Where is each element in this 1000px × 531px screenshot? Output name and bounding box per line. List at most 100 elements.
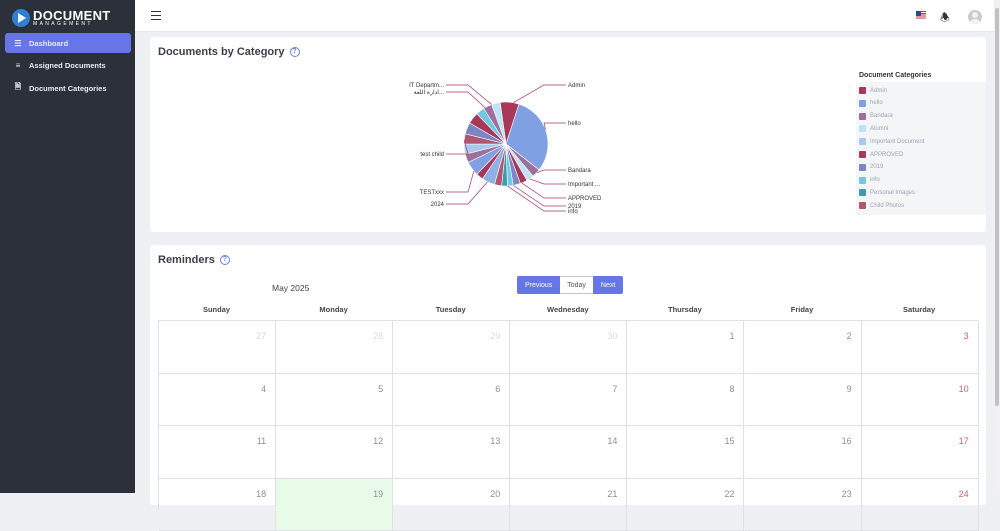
sidebar-item-document-categories[interactable]: 🗎 Document Categories: [5, 78, 131, 98]
calendar-day-cell[interactable]: 7: [510, 374, 627, 427]
calendar-day-number: 3: [964, 331, 969, 341]
calendar-day-cell[interactable]: 11: [159, 426, 276, 479]
calendar-day-number: 10: [959, 384, 969, 394]
legend-item[interactable]: info: [859, 176, 880, 185]
calendar-day-cell[interactable]: 18: [159, 479, 276, 531]
calendar-day-number: 19: [373, 489, 383, 499]
calendar-day-cell[interactable]: 4: [159, 374, 276, 427]
avatar[interactable]: [968, 10, 982, 24]
calendar-day-number: 9: [847, 384, 852, 394]
pie-leader-line: [446, 85, 492, 105]
calendar-day-number: 13: [490, 436, 500, 446]
next-button[interactable]: Next: [593, 276, 623, 294]
calendar-day-cell[interactable]: 28: [276, 321, 393, 374]
logo-subtitle: MANAGEMENT: [33, 21, 93, 27]
calendar-day-cell[interactable]: 15: [627, 426, 744, 479]
legend-item[interactable]: Child Photos: [859, 201, 904, 210]
legend-item[interactable]: Personal Images: [859, 188, 915, 197]
today-button[interactable]: Today: [560, 276, 593, 294]
pie-label: hello: [568, 121, 581, 127]
legend-swatch: [859, 189, 866, 196]
legend-swatch: [859, 202, 866, 209]
calendar-day-cell[interactable]: 14: [510, 426, 627, 479]
calendar-day-number: 6: [495, 384, 500, 394]
calendar-day-cell[interactable]: 22: [627, 479, 744, 531]
calendar-day-cell[interactable]: 12: [276, 426, 393, 479]
legend-item[interactable]: APPROVED: [859, 150, 903, 159]
pie-label: Bandara: [568, 168, 591, 174]
card-title: Reminders ?: [158, 254, 230, 266]
pie-leader-line: [446, 182, 488, 204]
sidebar-item-assigned-documents[interactable]: ≡ Assigned Documents: [5, 55, 131, 75]
calendar-day-cell[interactable]: 3: [862, 321, 979, 374]
calendar-day-number: 28: [373, 331, 383, 341]
calendar-day-number: 4: [261, 384, 266, 394]
pie-leader-line: [529, 179, 566, 184]
sidebar-item-label: Assigned Documents: [29, 61, 106, 70]
bell-icon[interactable]: 🕭: [940, 9, 950, 28]
calendar-weekday-header: Wednesday: [509, 305, 626, 314]
legend-item[interactable]: Important Document: [859, 137, 924, 146]
calendar-day-cell[interactable]: 29: [393, 321, 510, 374]
calendar-weekday-header: Tuesday: [392, 305, 509, 314]
calendar-day-number: 1: [729, 331, 734, 341]
page-scrollbar[interactable]: [994, 0, 1000, 493]
legend-item[interactable]: hello: [859, 99, 883, 108]
calendar-day-cell[interactable]: 23: [745, 479, 862, 531]
legend-label: info: [870, 177, 880, 183]
reminders-card: Reminders ? May 2025 Previous Today Next…: [150, 245, 986, 505]
calendar-day-cell[interactable]: 19: [276, 479, 393, 531]
calendar-day-cell[interactable]: 21: [510, 479, 627, 531]
calendar-day-cell[interactable]: 16: [745, 426, 862, 479]
legend-item[interactable]: Alumni: [859, 124, 888, 133]
calendar-day-number: 15: [724, 436, 734, 446]
sidebar-item-label: Document Categories: [29, 84, 107, 93]
previous-button[interactable]: Previous: [517, 276, 560, 294]
calendar-day-number: 17: [959, 436, 969, 446]
scrollbar-thumb[interactable]: [995, 8, 999, 406]
card-title-text: Reminders: [158, 254, 215, 266]
legend-label: hello: [870, 100, 883, 106]
calendar-day-cell[interactable]: 8: [627, 374, 744, 427]
calendar-day-cell[interactable]: 27: [159, 321, 276, 374]
calendar-day-cell[interactable]: 17: [862, 426, 979, 479]
legend-swatch: [859, 113, 866, 120]
calendar-day-number: 14: [607, 436, 617, 446]
calendar-day-cell[interactable]: 2: [745, 321, 862, 374]
legend-item[interactable]: Admin: [859, 86, 887, 95]
calendar-day-number: 23: [842, 489, 852, 499]
calendar-day-number: 11: [257, 436, 266, 446]
calendar-weekday-header: Saturday: [861, 305, 978, 314]
legend-label: Child Photos: [870, 203, 904, 209]
calendar-day-cell[interactable]: 1: [627, 321, 744, 374]
calendar-nav: Previous Today Next: [517, 276, 623, 294]
calendar-day-cell[interactable]: 10: [862, 374, 979, 427]
sidebar-item-dashboard[interactable]: ☰ Dashboard: [5, 33, 131, 53]
legend-label: Bandara: [870, 113, 893, 119]
calendar-day-number: 20: [490, 489, 500, 499]
calendar-day-cell[interactable]: 20: [393, 479, 510, 531]
calendar-day-cell[interactable]: 24: [862, 479, 979, 531]
calendar-day-number: 12: [373, 436, 383, 446]
pie-label: APPROVED: [568, 196, 602, 202]
menu-toggle-icon[interactable]: [151, 11, 161, 20]
pie-leader-line: [537, 170, 566, 173]
help-icon[interactable]: ?: [220, 255, 230, 265]
legend-swatch: [859, 138, 866, 145]
legend-label: Alumni: [870, 126, 888, 132]
calendar-day-cell[interactable]: 13: [393, 426, 510, 479]
calendar-day-cell[interactable]: 6: [393, 374, 510, 427]
legend-label: APPROVED: [870, 152, 903, 158]
legend-item[interactable]: 2019: [859, 163, 883, 172]
calendar-day-number: 30: [607, 331, 617, 341]
app-logo[interactable]: DOCUMENT MANAGEMENT: [12, 7, 132, 29]
calendar-day-cell[interactable]: 5: [276, 374, 393, 427]
top-header: 🕭: [135, 0, 1000, 32]
calendar-day-number: 2: [847, 331, 852, 341]
calendar-day-cell[interactable]: 30: [510, 321, 627, 374]
legend-item[interactable]: Bandara: [859, 112, 893, 121]
calendar-day-cell[interactable]: 9: [745, 374, 862, 427]
pie-leader-line: [544, 123, 566, 130]
us-flag-icon[interactable]: [916, 11, 926, 19]
